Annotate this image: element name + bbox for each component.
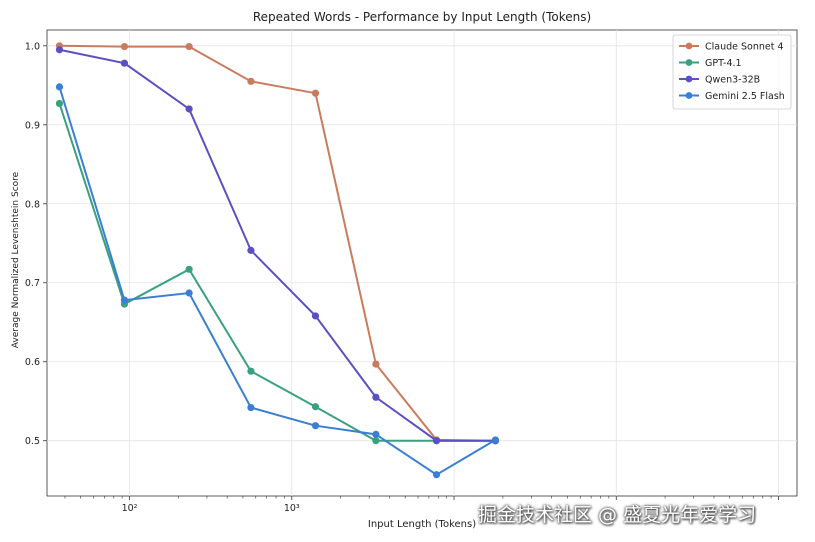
legend-label-2: Qwen3-32B <box>705 75 760 86</box>
y-tick-label: 0.6 <box>25 357 40 368</box>
legend-marker-1 <box>685 59 693 66</box>
legend-marker-0 <box>685 42 693 50</box>
x-tick-label: 10³ <box>284 503 300 514</box>
x-axis-label: Input Length (Tokens) <box>368 519 476 530</box>
legend-marker-2 <box>685 75 693 83</box>
data-point-3-3 <box>247 403 255 412</box>
y-tick-label: 1.0 <box>25 41 40 52</box>
data-point-0-1 <box>120 42 129 51</box>
data-point-0-3 <box>247 77 255 85</box>
legend-label-0: Claude Sonnet 4 <box>705 42 784 53</box>
plot-area: 0.5 0.6 0.7 0.8 0.9 1.0 10² 10³ <box>25 29 798 514</box>
legend-box <box>672 34 792 110</box>
y-tick-label: 0.9 <box>25 120 40 131</box>
data-point-2-3 <box>247 246 255 254</box>
data-point-1-3 <box>247 367 255 375</box>
data-point-2-5 <box>372 393 380 401</box>
y-axis-label: Average Normalized Levenshtein Score <box>11 171 21 348</box>
data-point-0-5 <box>372 360 380 368</box>
data-point-3-7 <box>491 436 500 444</box>
legend-label-3: Gemini 2.5 Flash <box>705 91 785 102</box>
y-tick-label: 0.5 <box>25 436 40 447</box>
y-tick-label: 0.7 <box>25 278 40 289</box>
data-point-2-4 <box>311 312 320 320</box>
data-point-2-2 <box>185 105 193 113</box>
legend-marker-3 <box>685 92 693 99</box>
chart-title: Repeated Words - Performance by Input Le… <box>253 10 591 24</box>
data-point-1-4 <box>311 403 320 411</box>
series-line-2 <box>59 48 496 442</box>
data-point-0-4 <box>311 89 320 97</box>
y-tick-label: 0.8 <box>25 199 40 210</box>
data-point-2-0 <box>55 46 64 54</box>
data-point-0-2 <box>185 42 193 51</box>
data-point-2-6 <box>432 437 441 445</box>
data-point-3-6 <box>432 471 441 479</box>
series-line-0 <box>59 44 496 442</box>
data-point-3-4 <box>311 422 320 430</box>
x-tick-label: 10² <box>122 503 138 514</box>
data-point-2-1 <box>120 59 129 67</box>
data-point-1-2 <box>185 265 193 273</box>
data-point-1-0 <box>55 99 64 108</box>
data-point-3-2 <box>185 289 193 297</box>
data-point-3-1 <box>120 296 129 304</box>
series-line-1 <box>58 103 496 442</box>
legend: Claude Sonnet 4 GPT-4.1 Qwen3-32B Gemini 2.… <box>672 34 792 110</box>
data-point-3-5 <box>372 430 380 438</box>
legend-label-1: GPT-4.1 <box>705 58 742 69</box>
series-line-3 <box>58 86 496 476</box>
data-point-3-0 <box>55 83 64 91</box>
plot-frame <box>46 29 798 497</box>
watermark-text: 掘金技术社区 @ 盛夏光年爱学习 <box>478 504 757 526</box>
data-point-1-5 <box>372 437 380 445</box>
